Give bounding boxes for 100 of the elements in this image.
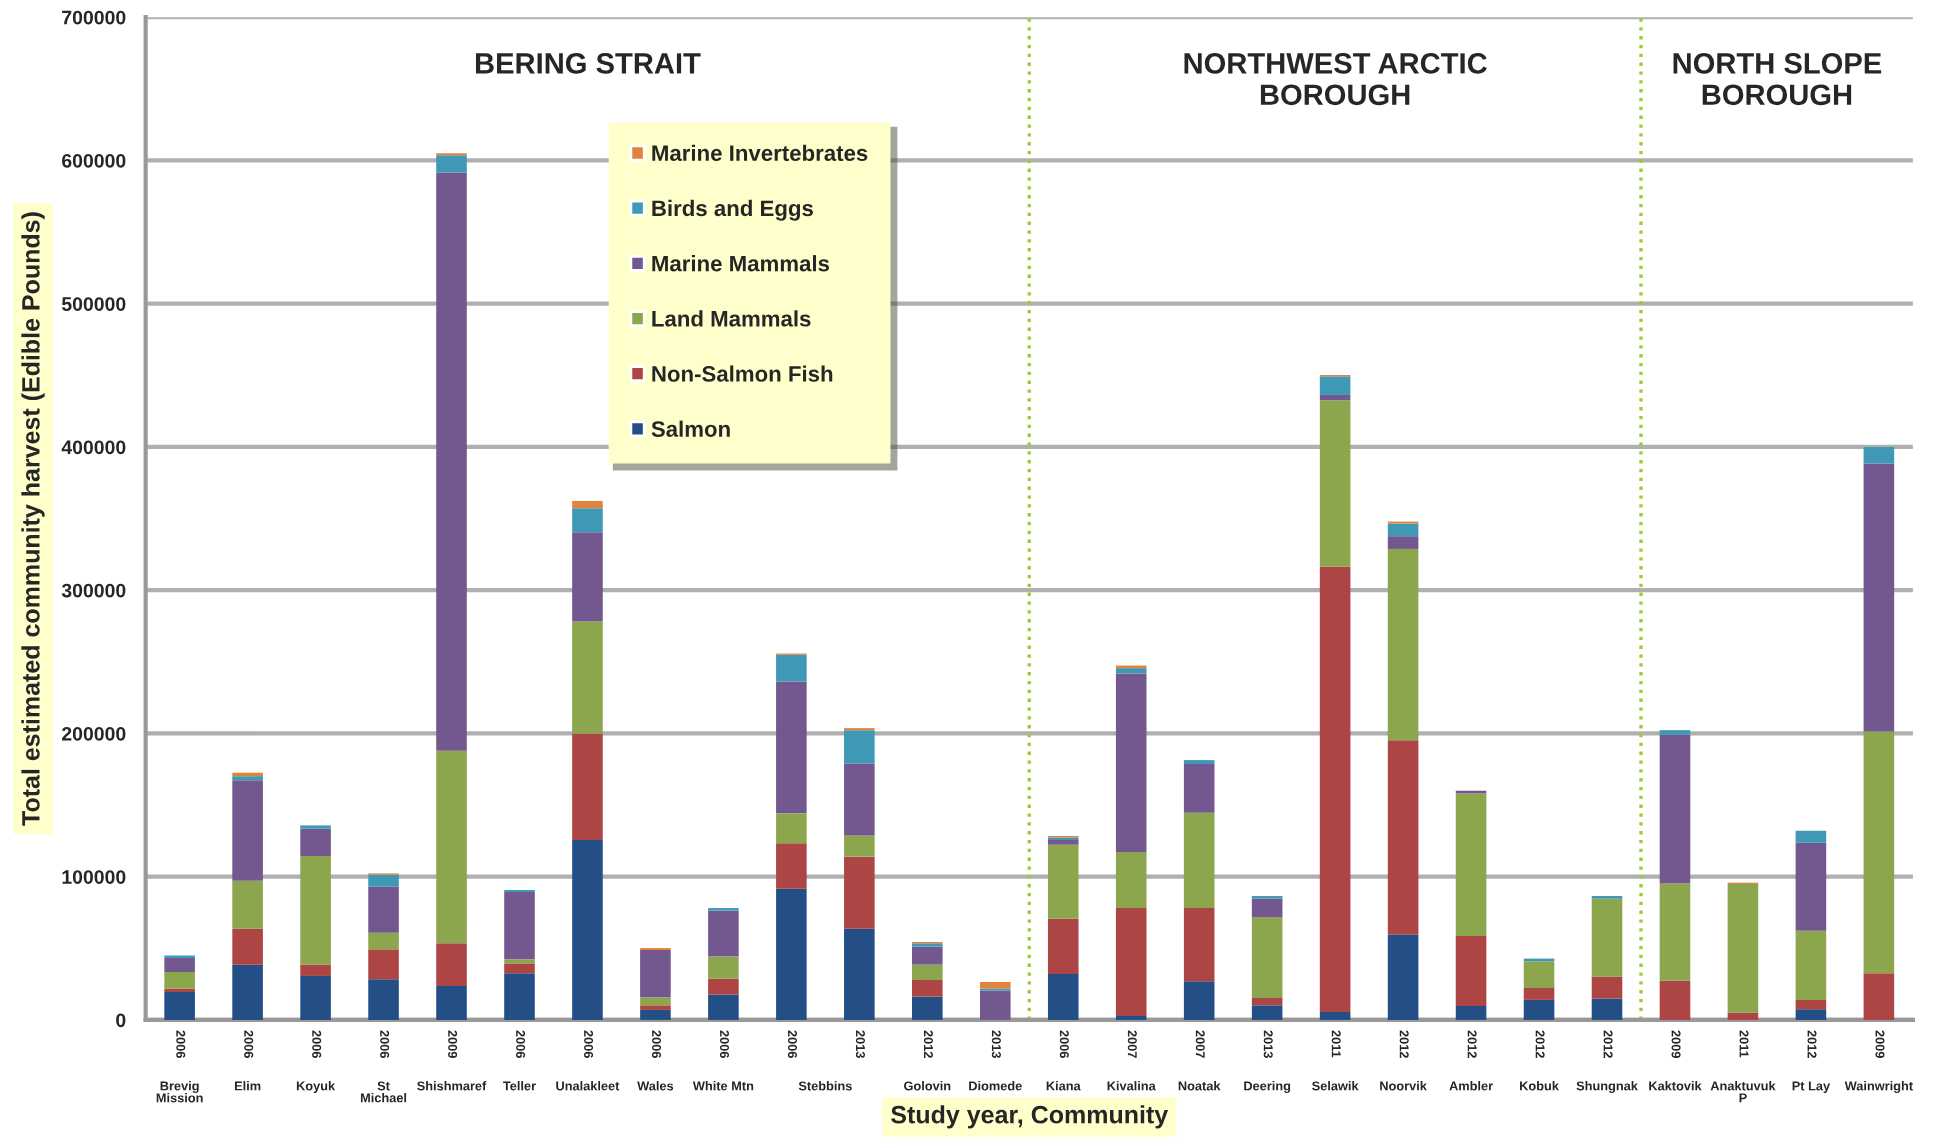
bar: [1795, 930, 1827, 1000]
bar: [1047, 973, 1079, 1020]
bar: [232, 880, 263, 929]
bar: [912, 996, 943, 1020]
bar: [708, 956, 739, 979]
bar: [504, 892, 535, 960]
bar: [504, 963, 535, 974]
bar: [776, 681, 807, 814]
bar: [1047, 844, 1079, 919]
bar: [300, 975, 331, 1020]
bar: [1455, 936, 1487, 1006]
annotation: NORTH SLOPE BOROUGH: [1673, 53, 1882, 106]
bar: [844, 856, 875, 929]
bar: [436, 943, 467, 986]
bar: [1795, 842, 1827, 931]
bar: [844, 835, 875, 857]
bar: [1183, 764, 1215, 813]
bar: [572, 508, 603, 533]
bar: [1183, 981, 1215, 1020]
bar: [300, 964, 331, 976]
bar: [164, 958, 195, 973]
bar: [1115, 668, 1147, 674]
bar: [776, 654, 807, 682]
bar: [1387, 548, 1419, 741]
annotation: NORTHWEST ARCTIC BOROUGH: [1184, 53, 1487, 106]
y-tick-label: 0: [116, 1013, 126, 1028]
bar: [1183, 908, 1215, 982]
bar: [1387, 934, 1419, 1020]
bar: [1863, 731, 1895, 974]
bar: [1795, 999, 1827, 1010]
bar: [1523, 961, 1555, 988]
bar: [776, 843, 807, 889]
bar: [572, 621, 603, 734]
bar: [1183, 812, 1215, 909]
bar: [1659, 734, 1691, 884]
bar: [708, 978, 739, 995]
bar: [436, 985, 467, 1020]
bar: [912, 979, 943, 997]
bar: [1251, 917, 1283, 999]
bar: [1319, 394, 1351, 401]
bar: [1659, 883, 1691, 981]
bar: [1591, 898, 1623, 977]
bar: [368, 886, 399, 933]
bar: [504, 973, 535, 1020]
y-tick-label: 200000: [62, 726, 126, 741]
bar: [436, 172, 467, 751]
bar: [1319, 400, 1351, 567]
bar: [1115, 908, 1147, 1016]
bar: [1863, 463, 1895, 732]
bar: [1727, 1012, 1759, 1020]
bar: [979, 981, 1011, 989]
bar: [912, 946, 943, 965]
bar: [979, 990, 1011, 1020]
y-tick-label: 700000: [62, 10, 126, 25]
bar: [1387, 536, 1419, 549]
bar: [1115, 852, 1147, 909]
bar: [1795, 830, 1827, 843]
legend-label: Birds and Eggs: [652, 199, 813, 221]
legend-label: Land Mammals: [652, 310, 811, 327]
bar: [1047, 918, 1079, 974]
y-tick-label: 300000: [61, 583, 126, 598]
legend-label: Marine Invertebrates: [652, 144, 868, 162]
bar: [1795, 1009, 1827, 1020]
bar: [572, 532, 603, 622]
bar: [1523, 988, 1555, 1000]
bar: [640, 950, 671, 998]
x-axis-title: Study year, Community: [891, 1105, 1169, 1129]
bar: [368, 949, 399, 980]
y-tick-label: 100000: [62, 870, 126, 884]
bar: [572, 840, 603, 1020]
bar: [776, 888, 807, 1020]
bar: [844, 763, 875, 836]
bar: [912, 964, 943, 980]
bar: [164, 992, 195, 1020]
y-tick-label: 500000: [61, 297, 126, 311]
bar: [1863, 446, 1895, 464]
bar: [1591, 976, 1623, 999]
bar: [1319, 566, 1351, 1012]
bar: [1319, 376, 1351, 395]
bar: [844, 928, 875, 1020]
bar: [368, 979, 399, 1020]
y-tick-label: 600000: [62, 153, 126, 168]
annotation: BERING STRAIT: [475, 53, 701, 74]
bar: [232, 964, 263, 1020]
bar: [436, 750, 467, 944]
bar: [232, 780, 263, 881]
bar: [776, 813, 807, 844]
bar: [232, 928, 263, 965]
bar: [1591, 998, 1623, 1020]
legend-label: Non-Salmon Fish: [652, 365, 833, 382]
bar: [572, 500, 603, 509]
bar: [1523, 999, 1555, 1020]
bar: [1387, 740, 1419, 935]
bar: [640, 997, 671, 1006]
bar: [1863, 973, 1895, 1020]
bar: [1659, 980, 1691, 1020]
bar: [708, 910, 739, 957]
bar: [1387, 523, 1419, 537]
bar: [300, 856, 331, 965]
bar: [572, 733, 603, 841]
